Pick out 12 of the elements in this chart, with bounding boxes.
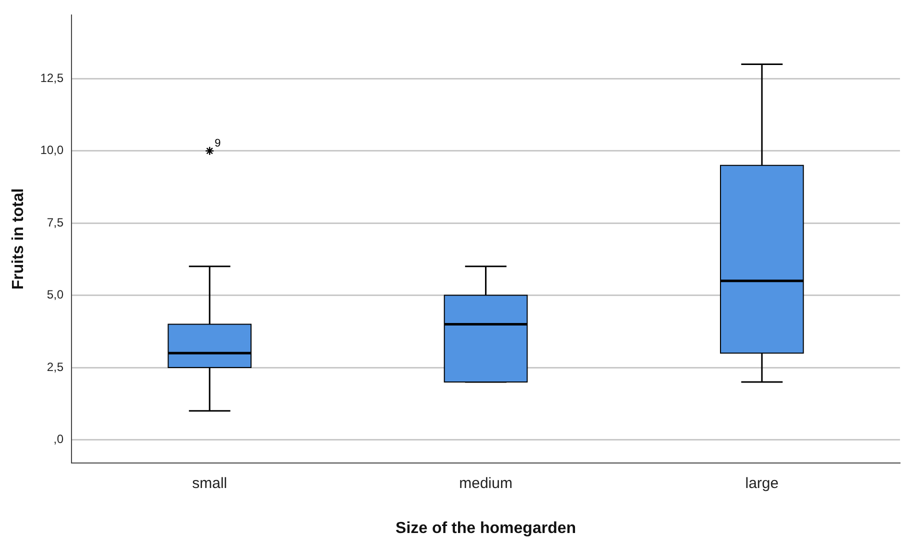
x-axis-title: Size of the homegarden: [396, 520, 576, 537]
y-tick-label: 7,5: [46, 215, 64, 230]
x-tick-label: small: [192, 474, 228, 492]
y-tick-label: 2,5: [46, 360, 64, 374]
annotation: 9: [214, 137, 221, 150]
y-tick-label: 5,0: [46, 288, 64, 302]
y-tick-label: 12,5: [40, 71, 64, 86]
x-tick-label: medium: [459, 474, 512, 492]
y-axis-title: Fruits in total: [10, 188, 28, 290]
y-tick-label: ,0: [54, 432, 64, 446]
y-tick-label: 10,0: [40, 143, 64, 158]
x-tick-label: large: [745, 474, 779, 492]
